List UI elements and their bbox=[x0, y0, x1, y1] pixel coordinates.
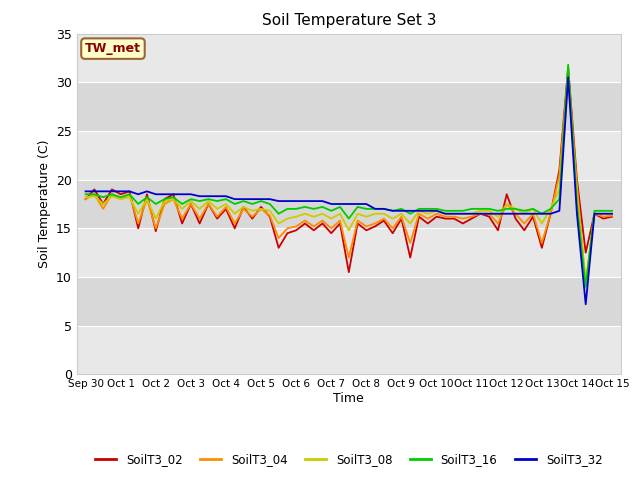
SoilT3_16 bbox=[187, 196, 195, 202]
SoilT3_16 bbox=[538, 211, 546, 216]
Line: SoilT3_16: SoilT3_16 bbox=[86, 65, 612, 287]
SoilT3_08 bbox=[564, 79, 572, 85]
SoilT3_32 bbox=[564, 74, 572, 80]
SoilT3_08 bbox=[582, 279, 589, 285]
SoilT3_02 bbox=[266, 214, 274, 219]
SoilT3_16 bbox=[608, 208, 616, 214]
SoilT3_04 bbox=[608, 213, 616, 218]
SoilT3_08 bbox=[397, 211, 405, 216]
SoilT3_02 bbox=[406, 255, 414, 261]
SoilT3_04 bbox=[187, 201, 195, 207]
SoilT3_08 bbox=[362, 214, 370, 219]
SoilT3_32 bbox=[266, 196, 274, 202]
SoilT3_32 bbox=[582, 301, 589, 307]
SoilT3_04 bbox=[362, 224, 370, 229]
SoilT3_16 bbox=[362, 206, 370, 212]
SoilT3_08 bbox=[538, 221, 546, 227]
Bar bbox=[77, 326, 621, 374]
SoilT3_16 bbox=[564, 62, 572, 68]
SoilT3_02 bbox=[187, 201, 195, 207]
Bar bbox=[77, 277, 621, 326]
SoilT3_32 bbox=[397, 208, 405, 214]
SoilT3_08 bbox=[608, 211, 616, 216]
SoilT3_04 bbox=[538, 240, 546, 246]
Bar bbox=[77, 131, 621, 180]
SoilT3_04 bbox=[397, 214, 405, 219]
SoilT3_08 bbox=[205, 198, 212, 204]
SoilT3_16 bbox=[397, 206, 405, 212]
Line: SoilT3_08: SoilT3_08 bbox=[86, 82, 612, 282]
SoilT3_04 bbox=[266, 213, 274, 218]
SoilT3_16 bbox=[582, 284, 589, 289]
Text: TW_met: TW_met bbox=[85, 42, 141, 55]
Bar bbox=[77, 180, 621, 228]
SoilT3_02 bbox=[345, 269, 353, 275]
SoilT3_02 bbox=[547, 211, 554, 216]
Title: Soil Temperature Set 3: Soil Temperature Set 3 bbox=[262, 13, 436, 28]
SoilT3_32 bbox=[362, 201, 370, 207]
SoilT3_16 bbox=[205, 196, 212, 202]
SoilT3_02 bbox=[608, 214, 616, 219]
Legend: SoilT3_02, SoilT3_04, SoilT3_08, SoilT3_16, SoilT3_32: SoilT3_02, SoilT3_04, SoilT3_08, SoilT3_… bbox=[90, 448, 607, 471]
SoilT3_32 bbox=[82, 189, 90, 194]
Bar bbox=[77, 82, 621, 131]
SoilT3_02 bbox=[82, 196, 90, 202]
SoilT3_32 bbox=[205, 193, 212, 199]
SoilT3_02 bbox=[205, 201, 212, 207]
Y-axis label: Soil Temperature (C): Soil Temperature (C) bbox=[38, 140, 51, 268]
SoilT3_04 bbox=[582, 282, 589, 288]
SoilT3_02 bbox=[371, 224, 379, 229]
Line: SoilT3_02: SoilT3_02 bbox=[86, 68, 612, 272]
Line: SoilT3_04: SoilT3_04 bbox=[86, 72, 612, 285]
SoilT3_16 bbox=[266, 201, 274, 207]
Bar bbox=[77, 34, 621, 82]
SoilT3_04 bbox=[564, 70, 572, 75]
Line: SoilT3_32: SoilT3_32 bbox=[86, 77, 612, 304]
SoilT3_04 bbox=[205, 201, 212, 207]
Bar bbox=[77, 228, 621, 277]
SoilT3_32 bbox=[187, 192, 195, 197]
SoilT3_16 bbox=[82, 192, 90, 197]
X-axis label: Time: Time bbox=[333, 392, 364, 405]
SoilT3_02 bbox=[564, 65, 572, 71]
SoilT3_04 bbox=[82, 196, 90, 202]
SoilT3_08 bbox=[82, 194, 90, 200]
SoilT3_32 bbox=[538, 211, 546, 216]
SoilT3_32 bbox=[608, 211, 616, 216]
SoilT3_08 bbox=[187, 198, 195, 204]
SoilT3_08 bbox=[266, 208, 274, 214]
